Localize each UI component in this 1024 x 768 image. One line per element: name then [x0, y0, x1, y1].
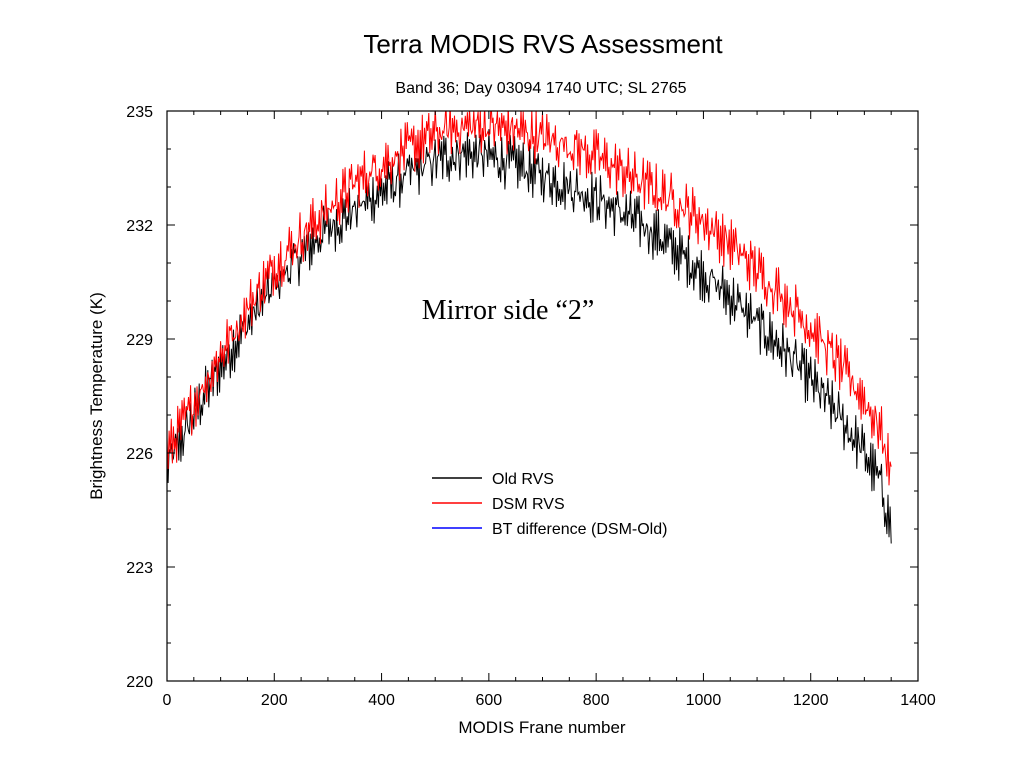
y-tick-label: 232	[126, 218, 153, 235]
x-axis-label: MODIS Frane number	[458, 718, 626, 737]
series-layer	[167, 111, 892, 544]
legend-label-old-rvs: Old RVS	[492, 471, 554, 488]
legend-label-dsm-rvs: DSM RVS	[492, 496, 565, 513]
legend: Old RVS DSM RVS BT difference (DSM-Old)	[432, 471, 667, 538]
ticks-layer: 0 200 400 600 800 1000 1200 1400 220 223 226 229 232…	[126, 104, 936, 709]
chart-title: Terra MODIS RVS Assessment	[363, 29, 723, 59]
series-line-dsm-rvs	[167, 111, 892, 486]
y-tick-label: 220	[126, 674, 153, 691]
y-axis-label: Brightness Temperature (K)	[87, 292, 106, 500]
y-tick-label: 226	[126, 446, 153, 463]
y-tick-label: 235	[126, 104, 153, 121]
x-tick-label: 0	[163, 692, 172, 709]
x-tick-label: 600	[476, 692, 503, 709]
x-tick-label: 200	[261, 692, 288, 709]
y-tick-label: 229	[126, 332, 153, 349]
x-tick-label: 800	[583, 692, 610, 709]
x-tick-label: 1400	[900, 692, 936, 709]
y-tick-label: 223	[126, 560, 153, 577]
chart-subtitle: Band 36; Day 03094 1740 UTC; SL 2765	[395, 80, 686, 97]
x-tick-label: 1200	[793, 692, 829, 709]
series-line-old-rvs	[167, 129, 892, 544]
legend-label-bt-difference: BT difference (DSM-Old)	[492, 521, 667, 538]
annotation-mirror-side: Mirror side “2”	[422, 295, 595, 326]
x-tick-label: 400	[368, 692, 395, 709]
x-tick-label: 1000	[686, 692, 722, 709]
